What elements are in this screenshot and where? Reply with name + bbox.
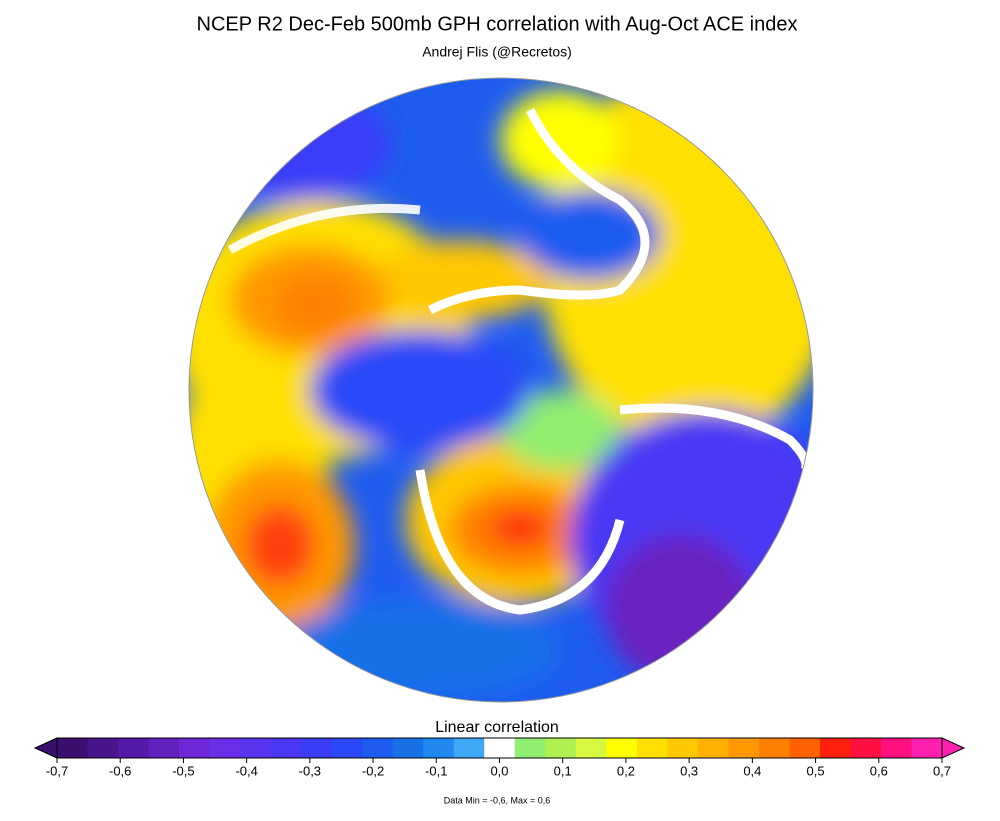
colorbar-tick-label: 0,5: [807, 763, 825, 778]
colorbar-tick-label: -0,5: [172, 763, 194, 778]
title: NCEP R2 Dec-Feb 500mb GPH correlation wi…: [197, 13, 798, 35]
colorbar-segment: [728, 738, 760, 758]
colorbar-segment: [819, 738, 851, 758]
colorbar-segment: [911, 738, 943, 758]
colorbar-tick-label: -0,6: [109, 763, 131, 778]
colorbar-tick-label: 0,0: [490, 763, 508, 778]
colorbar-tick-label: 0,3: [680, 763, 698, 778]
colorbar-tick-label: 0,6: [870, 763, 888, 778]
colorbar-tick-label: 0,2: [617, 763, 635, 778]
colorbar-tick-label: -0,2: [362, 763, 384, 778]
colorbar-segment: [545, 738, 577, 758]
colorbar-segment: [148, 738, 180, 758]
colorbar-segment: [606, 738, 638, 758]
colorbar-label: Linear correlation: [435, 719, 559, 736]
colorbar-segment: [667, 738, 699, 758]
colorbar-segment: [636, 738, 668, 758]
colorbar-segment: [362, 738, 394, 758]
colorbar-tick-label: -0,3: [299, 763, 321, 778]
colorbar: -0,7 -0,6 -0,5 -0,4 -0,3 -0,2 -0,1 0,0 0,1 0,2 0,3…: [33, 737, 966, 778]
subtitle: Andrej Flis (@Recretos): [422, 44, 572, 60]
colorbar-segment: [209, 738, 241, 758]
colorbar-under-arrow: [33, 737, 58, 759]
colorbar-segment: [87, 738, 119, 758]
colorbar-segment: [240, 738, 272, 758]
colorbar-tick-label: 0,1: [554, 763, 572, 778]
colorbar-tick-label: -0,1: [425, 763, 447, 778]
colorbar-tick-label: -0,4: [235, 763, 257, 778]
colorbar-segment: [270, 738, 302, 758]
colorbar-segment: [57, 738, 89, 758]
colorbar-segment: [575, 738, 607, 758]
colorbar-segment: [331, 738, 363, 758]
colorbar-segment: [484, 738, 516, 758]
colorbar-over-arrow: [941, 737, 966, 759]
colorbar-tick-label: 0,4: [743, 763, 761, 778]
colorbar-segment: [118, 738, 150, 758]
map: [189, 78, 813, 702]
data-note: Data Min = -0,6, Max = 0,6: [444, 795, 551, 805]
colorbar-segment: [301, 738, 333, 758]
colorbar-segment: [850, 738, 882, 758]
colorbar-segment: [423, 738, 455, 758]
colorbar-tick-label: -0,7: [46, 763, 68, 778]
colorbar-segment: [697, 738, 729, 758]
colorbar-tick-label: 0,7: [933, 763, 951, 778]
colorbar-segment: [514, 738, 546, 758]
colorbar-segment: [789, 738, 821, 758]
colorbar-segment: [392, 738, 424, 758]
colorbar-segment: [179, 738, 211, 758]
colorbar-segment: [453, 738, 485, 758]
colorbar-segment: [758, 738, 790, 758]
colorbar-segment: [880, 738, 912, 758]
